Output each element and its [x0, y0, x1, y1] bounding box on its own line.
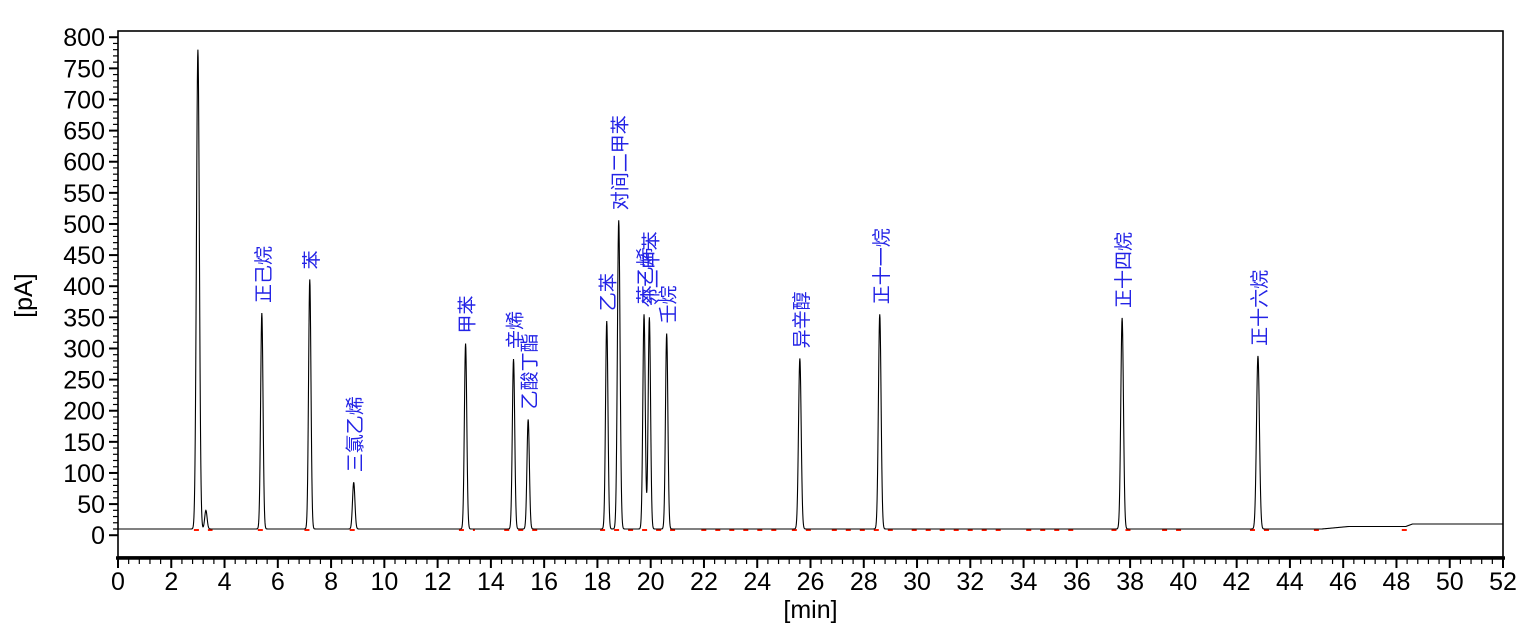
x-tick-label: 30 — [903, 568, 931, 596]
x-tick-label: 50 — [1436, 568, 1464, 596]
peak-label-4: 三氯乙烯 — [345, 396, 367, 472]
peak-label-12: 壬烷 — [658, 286, 680, 324]
x-tick-label: 38 — [1116, 568, 1144, 596]
peak-label-13: 异辛醇 — [791, 291, 813, 348]
x-tick-label: 6 — [271, 568, 285, 596]
y-tick-label: 450 — [63, 242, 105, 270]
x-tick-label: 22 — [690, 568, 718, 596]
y-tick-label: 400 — [63, 273, 105, 301]
y-tick-label: 250 — [63, 367, 105, 395]
x-tick-label: 46 — [1329, 568, 1357, 596]
x-tick-label: 20 — [637, 568, 665, 596]
x-tick-label: 44 — [1276, 568, 1304, 596]
peak-label-3: 苯 — [301, 250, 323, 269]
y-tick-label: 100 — [63, 460, 105, 488]
y-tick-label: 750 — [63, 55, 105, 83]
y-tick-label: 550 — [63, 180, 105, 208]
y-tick-label: 600 — [63, 149, 105, 177]
x-tick-label: 14 — [477, 568, 505, 596]
peak-label-2: 正己烷 — [253, 246, 275, 303]
x-tick-label: 8 — [324, 568, 338, 596]
y-tick-label: 300 — [63, 335, 105, 363]
peak-label-10: 苯乙烯 — [635, 247, 657, 304]
y-tick-label: 350 — [63, 304, 105, 332]
x-axis-unit-label: [min] — [783, 596, 837, 624]
x-tick-label: 24 — [743, 568, 771, 596]
y-tick-label: 500 — [63, 211, 105, 239]
x-tick-label: 48 — [1383, 568, 1411, 596]
y-tick-label: 150 — [63, 429, 105, 457]
x-tick-label: 10 — [370, 568, 398, 596]
y-tick-label: 200 — [63, 398, 105, 426]
y-tick-label: 650 — [63, 118, 105, 146]
peak-label-7: 乙酸丁酯 — [519, 333, 541, 409]
x-tick-label: 16 — [530, 568, 558, 596]
x-tick-label: 26 — [797, 568, 825, 596]
peak-label-5: 甲苯 — [457, 295, 479, 333]
x-tick-label: 12 — [424, 568, 452, 596]
x-tick-label: 4 — [218, 568, 232, 596]
x-tick-label: 34 — [1010, 568, 1038, 596]
peak-label-11: 邻二甲苯 — [640, 231, 662, 307]
y-tick-label: 800 — [63, 24, 105, 52]
peak-label-6: 辛烯 — [505, 311, 527, 349]
x-tick-label: 42 — [1223, 568, 1251, 596]
x-tick-label: 28 — [850, 568, 878, 596]
peak-label-8: 乙苯 — [598, 273, 620, 311]
peak-label-15: 正十四烷 — [1113, 232, 1135, 308]
y-tick-label: 50 — [77, 491, 105, 519]
x-tick-label: 2 — [164, 568, 178, 596]
y-tick-label: 0 — [91, 522, 105, 550]
x-tick-label: 36 — [1063, 568, 1091, 596]
peak-label-16: 正十六烷 — [1249, 270, 1271, 346]
y-tick-label: 700 — [63, 86, 105, 114]
x-tick-label: 52 — [1489, 568, 1517, 596]
peak-label-9: 对间二甲苯 — [610, 115, 632, 210]
y-axis-unit-label: [pA] — [10, 273, 38, 317]
x-tick-label: 0 — [111, 568, 125, 596]
x-tick-label: 40 — [1169, 568, 1197, 596]
x-tick-label: 32 — [956, 568, 984, 596]
x-tick-label: 18 — [584, 568, 612, 596]
peak-label-14: 正十一烷 — [871, 228, 893, 304]
chromatogram-trace — [118, 49, 1503, 530]
